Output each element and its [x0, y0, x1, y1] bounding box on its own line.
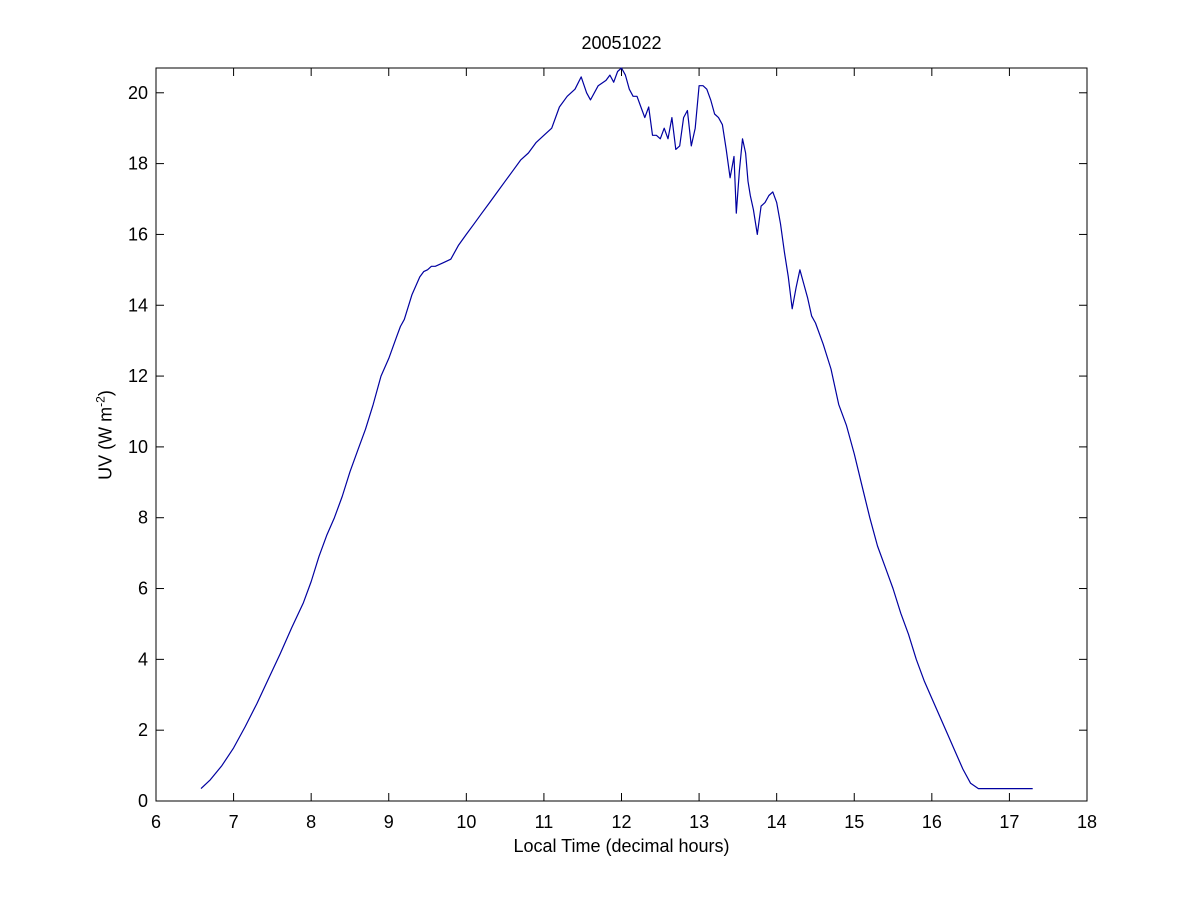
x-tick-label: 10 [456, 812, 476, 832]
x-tick-label: 13 [689, 812, 709, 832]
x-tick-label: 14 [767, 812, 787, 832]
series-line-uv [200, 67, 1033, 790]
plot-frame [155, 67, 1088, 802]
x-tick-label: 17 [999, 812, 1019, 832]
y-tick-label: 10 [128, 437, 148, 457]
y-tick-label: 18 [128, 154, 148, 174]
y-tick-label: 8 [138, 508, 148, 528]
y-tick-label: 0 [138, 791, 148, 811]
x-tick-label: 15 [844, 812, 864, 832]
x-tick-label: 8 [306, 812, 316, 832]
y-tick-label: 14 [128, 295, 148, 315]
y-tick-label: 2 [138, 720, 148, 740]
y-axis-label-main: UV (W m [95, 406, 116, 480]
y-axis-label-exponent: -2 [93, 396, 108, 407]
chart-title: 20051022 [581, 33, 662, 53]
x-tick-label: 18 [1077, 812, 1097, 832]
x-tick-label: 16 [922, 812, 942, 832]
y-tick-label: 16 [128, 224, 148, 244]
y-tick-label: 6 [138, 579, 148, 599]
y-tick-label: 20 [128, 83, 148, 103]
y-tick-label: 4 [138, 649, 148, 669]
x-tick-label: 7 [229, 812, 239, 832]
x-tick-label: 12 [611, 812, 631, 832]
x-axis-label: Local Time (decimal hours) [513, 836, 730, 856]
y-axis-label-close: ) [95, 390, 116, 397]
x-tick-label: 6 [151, 812, 161, 832]
x-tick-label: 11 [535, 812, 554, 832]
x-tick-label: 9 [384, 812, 394, 832]
y-tick-label: 12 [128, 366, 148, 386]
